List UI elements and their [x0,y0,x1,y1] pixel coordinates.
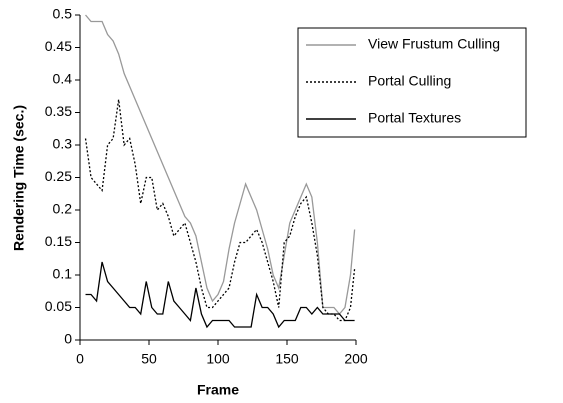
y-tick-label: 0.25 [45,168,72,184]
y-tick-label: 0.5 [53,6,73,22]
x-tick-label: 0 [76,351,84,367]
y-tick-label: 0.15 [45,233,72,249]
y-tick-label: 0.45 [45,38,72,54]
y-axis-label: Rendering Time (sec.) [11,105,27,251]
y-tick-label: 0.35 [45,103,72,119]
y-tick-label: 0.3 [53,136,73,152]
y-tick-label: 0.4 [53,71,73,87]
legend-label: Portal Culling [368,73,451,89]
x-tick-label: 150 [275,351,299,367]
y-tick-label: 0.05 [45,298,72,314]
x-tick-label: 100 [206,351,230,367]
series-line [85,261,355,329]
series-line [84,99,356,322]
series-line [85,14,356,316]
y-tick-label: 0.2 [53,201,73,217]
x-tick-label: 200 [344,351,368,367]
x-axis-label: Frame [197,382,239,398]
x-tick-label: 50 [141,351,157,367]
y-tick-label: 0 [64,331,72,347]
legend-label: Portal Textures [368,110,461,126]
y-tick-label: 0.1 [53,266,73,282]
legend-label: View Frustum Culling [368,36,500,52]
